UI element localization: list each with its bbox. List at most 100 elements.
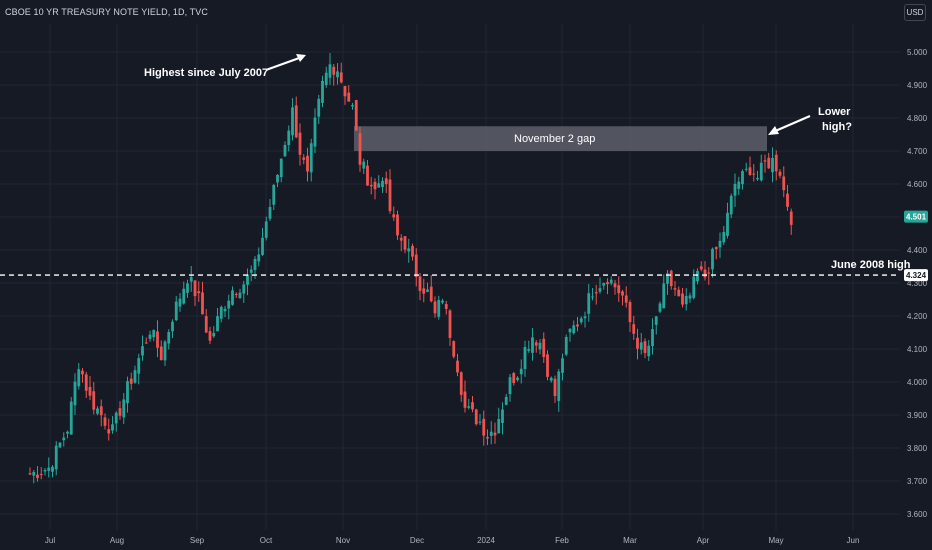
- candle: [583, 311, 587, 328]
- candle-body: [759, 162, 763, 181]
- candle: [47, 457, 51, 478]
- candle: [62, 432, 66, 447]
- candle-body: [718, 240, 722, 248]
- candle-body: [384, 178, 388, 185]
- candle-body: [546, 354, 549, 377]
- candle-body: [219, 306, 223, 319]
- candle-body: [313, 117, 317, 147]
- candle-body: [69, 401, 73, 435]
- candle: [639, 332, 643, 355]
- candle: [568, 327, 572, 342]
- candle-body: [722, 231, 726, 243]
- y-tick-label: 4.700: [907, 147, 928, 156]
- candle-body: [662, 283, 666, 309]
- candle-body: [437, 300, 441, 317]
- x-tick-label: Aug: [110, 536, 124, 545]
- candle-body: [774, 154, 778, 172]
- candle-body: [399, 237, 403, 241]
- candle-body: [129, 378, 133, 384]
- candle: [204, 309, 208, 334]
- candle-body: [302, 157, 306, 160]
- candle: [358, 126, 362, 172]
- price-axis[interactable]: 5.0004.9004.8004.7004.6004.5004.4004.300…: [907, 48, 928, 519]
- candle: [66, 430, 69, 439]
- candle-body: [309, 143, 313, 173]
- candle-body: [726, 212, 729, 236]
- candle-body: [47, 467, 51, 471]
- candle: [347, 85, 351, 102]
- candle: [647, 340, 651, 361]
- candle-body: [497, 419, 501, 434]
- candle-body: [159, 346, 163, 361]
- candle: [557, 368, 561, 412]
- candle-body: [39, 474, 43, 476]
- time-axis[interactable]: Jul Aug Sep Oct Nov Dec 2024 Feb Mar Apr May Jun: [45, 536, 860, 545]
- candle: [156, 320, 159, 358]
- candle: [594, 284, 598, 305]
- candle: [399, 234, 403, 252]
- candle-body: [84, 374, 88, 391]
- candle-body: [579, 318, 583, 323]
- candle: [782, 166, 786, 198]
- candle: [32, 469, 36, 484]
- candle-body: [531, 337, 534, 353]
- candle-body: [681, 293, 684, 305]
- candle-body: [28, 473, 32, 475]
- candle-body: [122, 399, 126, 418]
- candle-body: [504, 396, 508, 405]
- candle: [789, 208, 793, 235]
- candle: [279, 158, 283, 183]
- currency-button[interactable]: USD: [904, 4, 926, 21]
- candle-body: [617, 285, 621, 294]
- x-tick-label: Mar: [623, 536, 637, 545]
- candle: [681, 287, 684, 308]
- candle: [362, 158, 366, 174]
- candle: [111, 416, 114, 434]
- candle: [377, 175, 381, 188]
- candle-body: [193, 280, 197, 297]
- candle-body: [609, 279, 613, 284]
- candle: [553, 375, 557, 403]
- candle-body: [358, 133, 362, 165]
- candle: [189, 265, 193, 292]
- candle: [549, 376, 553, 383]
- candle: [351, 102, 354, 110]
- candle: [302, 153, 306, 165]
- candle: [617, 276, 621, 302]
- candle-body: [354, 100, 358, 131]
- candle-body: [231, 290, 234, 305]
- candle: [759, 154, 763, 182]
- y-tick-label: 3.700: [907, 477, 928, 486]
- svg-text:4.324: 4.324: [906, 271, 927, 280]
- candle-body: [332, 66, 336, 75]
- candle: [54, 441, 58, 476]
- candle-body: [463, 391, 467, 408]
- y-tick-label: 4.300: [907, 279, 928, 288]
- y-tick-label: 4.900: [907, 81, 928, 90]
- candle: [774, 150, 778, 181]
- candle: [246, 268, 249, 296]
- chart-grid: [0, 24, 900, 530]
- candle: [718, 232, 722, 258]
- candle-body: [114, 412, 118, 424]
- candle: [452, 340, 456, 359]
- candle: [264, 216, 268, 241]
- candle-body: [613, 283, 617, 288]
- candle-body: [242, 284, 246, 294]
- candle: [512, 371, 516, 386]
- candle-body: [148, 334, 152, 339]
- candle-body: [654, 316, 658, 325]
- candle: [392, 206, 396, 221]
- x-tick-label: Apr: [697, 536, 710, 545]
- candle: [493, 422, 497, 444]
- candle: [396, 210, 399, 240]
- candle-body: [688, 295, 692, 299]
- candle-body: [707, 272, 711, 274]
- candle-body: [677, 289, 681, 297]
- candle: [148, 330, 152, 342]
- candle: [201, 281, 204, 315]
- candle: [298, 123, 302, 166]
- arrow-icon: [265, 54, 306, 72]
- candle: [114, 411, 118, 432]
